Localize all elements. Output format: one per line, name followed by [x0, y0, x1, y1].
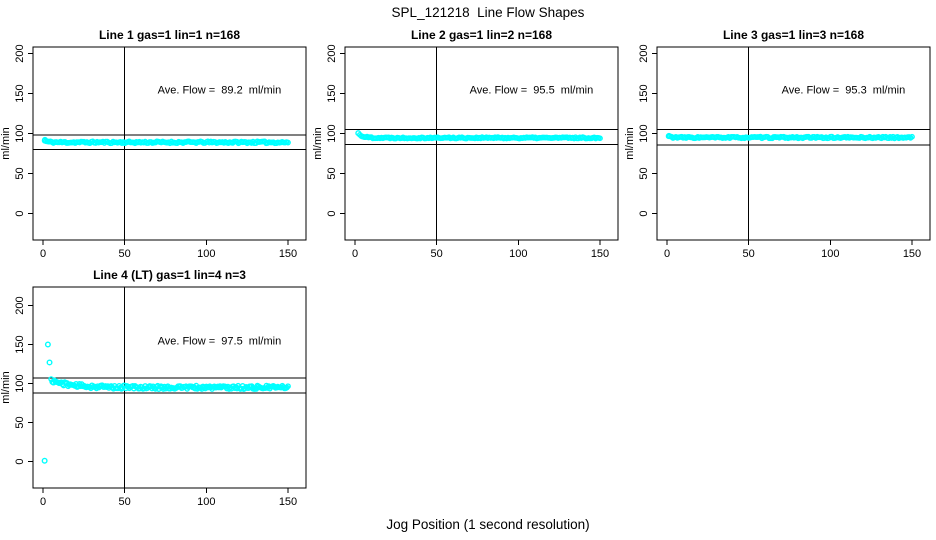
- y-axis-label: ml/min: [0, 127, 12, 159]
- data-point: [597, 135, 603, 142]
- y-axis-label: ml/min: [0, 371, 12, 403]
- y-tick-label: 150: [638, 84, 650, 102]
- y-tick-label: 150: [326, 84, 338, 102]
- y-tick-label: 0: [14, 210, 26, 216]
- panel-line-3: Line 3 gas=1 lin=3 n=168 0 50 100 150 0 50 100 1…: [624, 25, 936, 268]
- x-tick-label: 100: [197, 248, 215, 260]
- y-tick-label: 100: [326, 124, 338, 142]
- y-tick-label: 100: [14, 124, 26, 142]
- plot-box: [656, 46, 931, 241]
- y-tick-label: 200: [638, 44, 650, 62]
- y-tick-label: 150: [14, 84, 26, 102]
- y-tick-label: 0: [326, 210, 338, 216]
- y-tick-label: 200: [326, 44, 338, 62]
- x-tick-label: 50: [119, 496, 131, 508]
- data-point: [285, 383, 291, 390]
- avg-flow-annotation: Ave. Flow = 97.5 ml/min: [158, 336, 282, 348]
- data-points: [355, 130, 603, 142]
- panel-title: Line 2 gas=1 lin=2 n=168: [411, 28, 552, 42]
- data-point: [44, 341, 51, 348]
- y-tick-label: 100: [14, 374, 26, 392]
- data-points: [41, 341, 291, 464]
- y-tick-label: 50: [14, 416, 26, 428]
- x-tick-label: 0: [40, 496, 46, 508]
- y-axis-label: ml/min: [312, 127, 324, 159]
- x-tick-label: 0: [40, 248, 46, 260]
- y-tick-label: 50: [638, 167, 650, 179]
- x-tick-label: 50: [743, 248, 755, 260]
- data-points: [41, 136, 291, 147]
- x-tick-label: 100: [197, 496, 215, 508]
- plot-box: [344, 46, 619, 241]
- y-tick-label: 0: [638, 210, 650, 216]
- plot-box: [32, 286, 307, 489]
- y-axis-label: ml/min: [624, 127, 636, 159]
- y-tick-label: 0: [14, 458, 26, 464]
- flow-chart-svg: Line 2 gas=1 lin=2 n=168 0 50 100 150 0 50 100 1…: [312, 28, 619, 260]
- plot-box: [32, 46, 307, 241]
- data-point: [909, 133, 915, 140]
- panel-title: Line 4 (LT) gas=1 lin=4 n=3: [93, 268, 246, 282]
- x-tick-label: 150: [903, 248, 921, 260]
- x-tick-label: 0: [352, 248, 358, 260]
- x-tick-label: 50: [431, 248, 443, 260]
- x-tick-label: 50: [119, 248, 131, 260]
- y-tick-label: 150: [14, 335, 26, 353]
- x-tick-label: 0: [664, 248, 670, 260]
- flow-chart-svg: Line 1 gas=1 lin=1 n=168 0 50 100 150 0 50 100 1…: [0, 28, 307, 260]
- y-tick-label: 50: [326, 167, 338, 179]
- shared-x-axis-label: Jog Position (1 second resolution): [386, 517, 590, 532]
- chart-main-title: SPL_121218 Line Flow Shapes: [391, 5, 585, 20]
- data-points: [665, 132, 915, 142]
- data-point: [46, 359, 53, 366]
- x-tick-label: 150: [591, 248, 609, 260]
- panel-line-4: Line 4 (LT) gas=1 lin=4 n=3 0 50 100 150 0 50 1…: [0, 268, 312, 520]
- x-tick-label: 100: [509, 248, 527, 260]
- y-tick-label: 200: [14, 44, 26, 62]
- y-tick-label: 200: [14, 296, 26, 314]
- panel-line-2: Line 2 gas=1 lin=2 n=168 0 50 100 150 0 50 100 1…: [312, 25, 624, 268]
- panel-title: Line 3 gas=1 lin=3 n=168: [723, 28, 864, 42]
- x-tick-label: 100: [821, 248, 839, 260]
- avg-flow-annotation: Ave. Flow = 95.5 ml/min: [470, 85, 594, 97]
- avg-flow-annotation: Ave. Flow = 95.3 ml/min: [782, 85, 906, 97]
- y-tick-label: 100: [638, 124, 650, 142]
- x-tick-label: 150: [279, 248, 297, 260]
- x-tick-label: 150: [279, 496, 297, 508]
- avg-flow-annotation: Ave. Flow = 89.2 ml/min: [158, 85, 282, 97]
- y-tick-label: 50: [14, 167, 26, 179]
- panel-line-1: Line 1 gas=1 lin=1 n=168 0 50 100 150 0 50 100 1…: [0, 25, 312, 268]
- panel-title: Line 1 gas=1 lin=1 n=168: [99, 28, 240, 42]
- data-point: [285, 139, 291, 146]
- flow-chart-svg: Line 3 gas=1 lin=3 n=168 0 50 100 150 0 50 100 1…: [624, 28, 931, 260]
- flow-chart-svg: Line 4 (LT) gas=1 lin=4 n=3 0 50 100 150 0 50 1…: [0, 268, 307, 508]
- data-point: [41, 457, 48, 464]
